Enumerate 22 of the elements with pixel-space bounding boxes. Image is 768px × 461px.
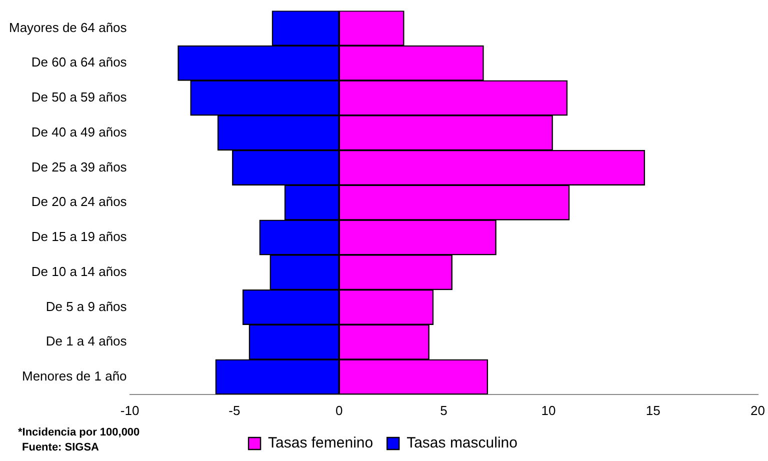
y-tick-label: De 20 a 24 años (31, 194, 128, 210)
y-tick-label: De 25 a 39 años (31, 159, 128, 174)
legend-label: Tasas masculino (406, 434, 518, 452)
x-tick-label: 15 (646, 402, 660, 418)
legend-label: Tasas femenino (268, 434, 374, 452)
y-tick-label: De 10 a 14 años (31, 264, 128, 279)
y-tick-label: De 40 a 49 años (31, 124, 128, 140)
x-tick-label: 0 (336, 402, 343, 418)
y-tick-label: De 50 a 59 años (31, 90, 128, 105)
y-tick-label: De 15 a 19 años (31, 229, 128, 244)
x-tick-label: 20 (750, 402, 766, 418)
source-note: Fuente: SIGSA (22, 442, 100, 454)
x-tick-label: 5 (440, 402, 448, 418)
y-tick-label: Menores de 1 año (22, 368, 127, 384)
y-tick-label: De 5 a 9 años (46, 298, 128, 314)
y-tick-label: De 1 a 4 años (46, 334, 128, 349)
y-tick-label: Mayores de 64 años (8, 20, 128, 35)
x-tick-label: -10 (120, 402, 140, 418)
x-tick-label: -5 (228, 402, 240, 418)
text: *Incidencia por 100,000 (18, 426, 140, 439)
y-tick-label: De 60 a 64 años (31, 54, 128, 70)
x-tick-label: 10 (541, 402, 556, 418)
